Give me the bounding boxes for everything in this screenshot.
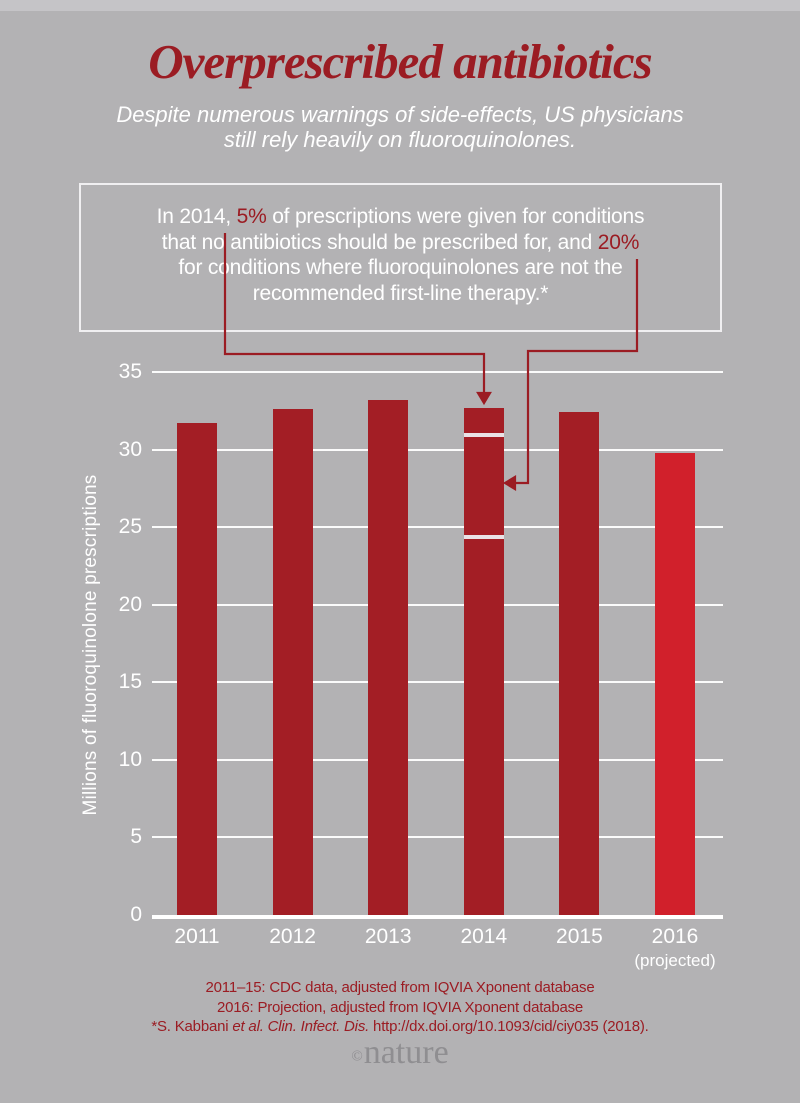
ytick-label-20: 20 (118, 592, 142, 616)
bar-2014 (463, 407, 504, 918)
bar-2012 (272, 409, 313, 918)
subtitle-line-1: Despite numerous warnings of side-effect… (116, 102, 684, 127)
bar-2016 (655, 452, 695, 918)
connector-5pct-arrowhead (476, 391, 492, 406)
xtick-label-2012: 2012 (269, 925, 316, 948)
subtitle-line-2: still rely heavily on fluoroquinolones. (223, 127, 577, 152)
gridline-30 (152, 448, 723, 451)
gridline-5 (152, 836, 723, 839)
gridline-15 (152, 681, 723, 684)
text-segment: that no antibiotics should be prescribed… (161, 230, 598, 254)
xtick-label-2014: 2014 (460, 925, 508, 948)
xtick-label-2016: 2016 (651, 925, 699, 948)
bar-2013 (368, 399, 409, 918)
gridline-10 (152, 758, 723, 761)
callout-line-3: for conditions where fluoroquinolones ar… (81, 255, 720, 281)
gridline-35 (152, 371, 723, 373)
bar-2011 (177, 423, 217, 918)
ytick-label-5: 5 (130, 825, 142, 849)
bar-2015 (559, 412, 600, 918)
callout-line-4: recommended first-line therapy.* (81, 281, 720, 307)
ytick-label-35: 35 (118, 360, 142, 383)
bar-segment-break-1 (463, 432, 504, 437)
ytick-label-15: 15 (118, 670, 142, 694)
nature-logo: ©nature (0, 1036, 800, 1073)
subtitle: Despite numerous warnings of side-effect… (0, 102, 800, 152)
accent-value: 5% (236, 205, 267, 228)
page-title: Overprescribed antibiotics (148, 34, 652, 89)
xtick-label-2013: 2013 (364, 925, 412, 948)
text-segment: 2016: Projection, adjusted from IQVIA Xp… (216, 998, 584, 1016)
logo-wordmark: nature (363, 1034, 449, 1071)
text-segment: *S. Kabbani (151, 1018, 233, 1035)
callout-line-2: that no antibiotics should be prescribed… (81, 230, 720, 256)
source-captions: 2011–15: CDC data, adjusted from IQVIA X… (0, 978, 800, 1037)
text-segment: http://dx.doi.org/10.1093/cid/ciy035 (20… (369, 1018, 649, 1035)
ytick-label-0: 0 (130, 903, 142, 926)
text-segment: of prescriptions were given for conditio… (266, 205, 645, 228)
caption-line-3: *S. Kabbani et al. Clin. Infect. Dis. ht… (0, 1017, 800, 1037)
text-segment: In 2014, (156, 205, 237, 228)
xtick-label-2011: 2011 (174, 925, 220, 948)
gridline-25 (152, 526, 723, 529)
connector-20pct-arrowhead (502, 475, 517, 491)
text-segment: et al. (232, 1018, 264, 1035)
xtick-note-projected: (projected) (634, 951, 716, 970)
y-axis-title: Millions of fluoroquinolone prescription… (80, 474, 101, 816)
text-segment: Clin. Infect. Dis. (267, 1018, 370, 1035)
ytick-label-10: 10 (118, 747, 142, 771)
xtick-label-2015: 2015 (556, 925, 603, 948)
text-segment: 2011–15: CDC data, adjusted from IQVIA X… (205, 979, 595, 996)
top-edge-strip (0, 0, 800, 11)
accent-value: 20% (597, 230, 640, 254)
caption-line-2: 2016: Projection, adjusted from IQVIA Xp… (0, 998, 800, 1018)
text-segment: for conditions where fluoroquinolones ar… (178, 256, 623, 279)
ytick-label-25: 25 (118, 515, 142, 539)
text-segment: recommended first-line therapy.* (252, 281, 549, 305)
x-axis-baseline (152, 915, 723, 919)
caption-line-1: 2011–15: CDC data, adjusted from IQVIA X… (0, 978, 800, 998)
callout-line-1: In 2014, 5% of prescriptions were given … (81, 204, 720, 230)
copyright-icon: © (351, 1048, 364, 1065)
callout-box: In 2014, 5% of prescriptions were given … (79, 183, 722, 332)
ytick-label-30: 30 (118, 437, 142, 461)
callout-text: In 2014, 5% of prescriptions were given … (81, 204, 720, 306)
gridline-20 (152, 603, 723, 606)
bar-segment-break-2 (463, 534, 504, 539)
